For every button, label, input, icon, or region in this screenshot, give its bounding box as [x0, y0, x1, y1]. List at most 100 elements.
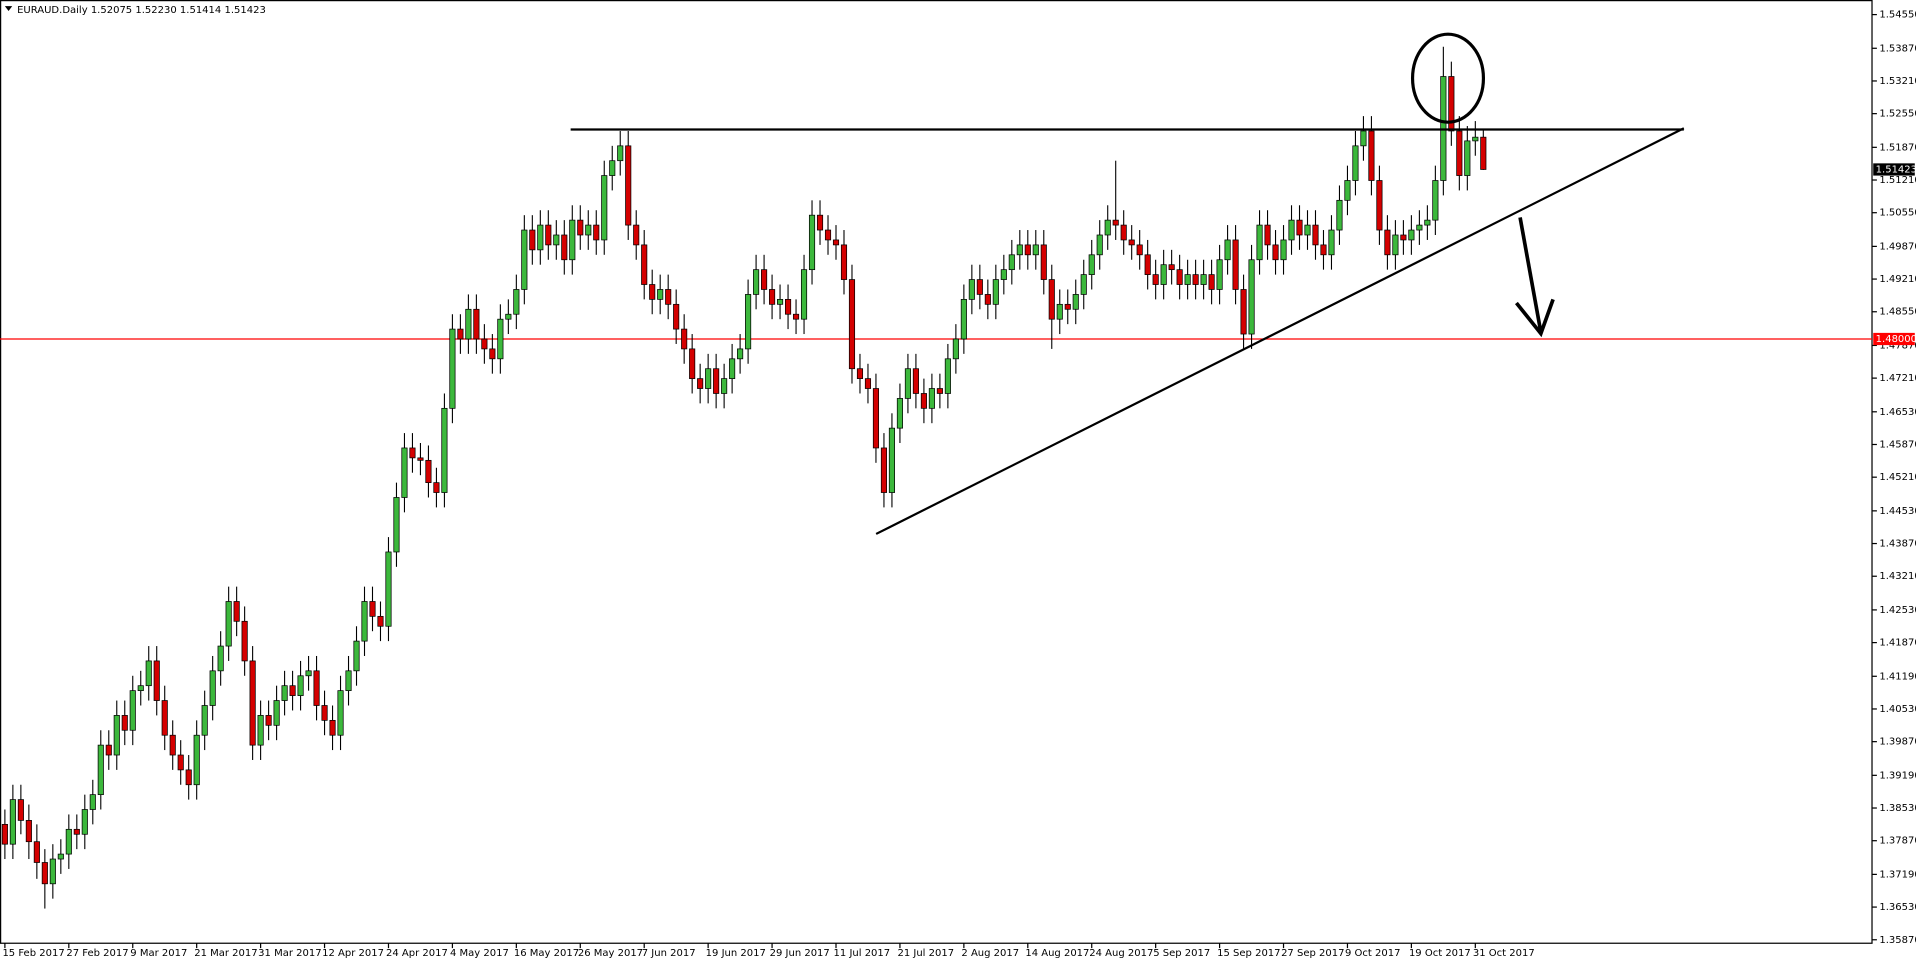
candle-body	[257, 715, 264, 746]
candle-body	[1272, 244, 1279, 261]
candle-body	[1376, 180, 1383, 231]
candle-body	[521, 229, 528, 290]
y-tick-label: 1.43210	[1879, 571, 1916, 582]
candle-body	[249, 660, 256, 746]
candle-body	[880, 447, 888, 493]
candle-body	[737, 348, 744, 360]
candle-body	[481, 338, 488, 350]
y-tick-label: 1.45210	[1879, 472, 1916, 483]
candle-body	[457, 328, 464, 340]
candle-body	[89, 794, 96, 810]
x-tick-label: 19 Oct 2017	[1409, 948, 1471, 959]
candle-body	[657, 289, 664, 300]
high-label: 1.52230	[135, 5, 176, 16]
x-tick-label: 21 Jul 2017	[897, 948, 954, 959]
x-tick-label: 31 Oct 2017	[1473, 948, 1535, 959]
candle-body	[1312, 224, 1319, 246]
candle-body	[473, 308, 480, 340]
candle-body	[896, 398, 903, 429]
y-tick-label: 1.53210	[1879, 76, 1916, 87]
candle-body	[305, 670, 312, 677]
y-tick-label: 1.38530	[1879, 803, 1916, 814]
candle-body	[689, 348, 696, 379]
candle-body	[569, 219, 576, 261]
candle-body	[1096, 234, 1103, 256]
y-tick-label: 1.49870	[1879, 241, 1916, 252]
candle-body	[1344, 180, 1351, 201]
candle-body	[1008, 254, 1015, 271]
candle-body	[65, 828, 72, 855]
x-tick-label: 31 Mar 2017	[258, 948, 321, 959]
x-tick-label: 19 Jun 2017	[706, 948, 766, 959]
candle-body	[1424, 219, 1431, 226]
candle-body	[489, 348, 496, 360]
candle-body	[1232, 239, 1239, 290]
trend-line	[875, 127, 1685, 535]
x-tick-label: 5 Sep 2017	[1153, 948, 1210, 959]
candle-body	[449, 328, 456, 409]
candle-body	[1448, 76, 1455, 132]
candle-body	[1416, 224, 1423, 231]
candle-body	[792, 313, 800, 320]
candles	[1, 46, 1487, 909]
candle-body	[553, 234, 560, 246]
candle-body	[129, 690, 136, 731]
candle-body	[241, 620, 248, 662]
candle-body	[1176, 269, 1183, 285]
x-tick-label: 27 Sep 2017	[1281, 948, 1344, 959]
x-tick-label: 26 May 2017	[578, 948, 643, 959]
candle-body	[960, 299, 967, 340]
candle-body	[1352, 145, 1359, 181]
candle-body	[665, 289, 672, 305]
candle-body	[1320, 244, 1327, 256]
candle-body	[57, 853, 64, 860]
y-tick-label: 1.47210	[1879, 373, 1916, 384]
x-tick-label: 27 Feb 2017	[66, 948, 128, 959]
candle-body	[641, 244, 648, 285]
candle-body	[721, 378, 728, 394]
candle-body	[1144, 254, 1151, 275]
candle-body	[353, 640, 360, 672]
candle-body	[145, 660, 152, 687]
y-tick-label: 1.45870	[1879, 439, 1916, 450]
candle-body	[329, 719, 336, 736]
candle-body	[1336, 199, 1343, 231]
candle-body	[25, 820, 32, 843]
candle-body	[113, 715, 120, 756]
candle-body	[81, 809, 88, 835]
candle-body	[561, 234, 568, 261]
candle-body	[681, 328, 688, 350]
candle-body	[1304, 224, 1311, 236]
candle-body	[1456, 130, 1463, 176]
candle-body	[1112, 219, 1119, 226]
candle-body	[649, 284, 656, 300]
candle-body	[888, 427, 895, 493]
plot-frame	[0, 0, 1873, 944]
candle-body	[289, 685, 296, 696]
candle-body	[761, 269, 768, 290]
candle-body	[137, 685, 144, 692]
candle-body	[633, 224, 640, 246]
x-tick-label: 9 Mar 2017	[130, 948, 187, 959]
candle-body	[1000, 269, 1007, 280]
candle-body	[225, 601, 232, 647]
candle-body	[1248, 259, 1255, 335]
candle-body	[1296, 219, 1303, 236]
y-tick-label: 1.51210	[1879, 175, 1916, 186]
candle-body	[968, 279, 975, 300]
x-tick-label: 2 Aug 2017	[961, 948, 1019, 959]
candle-body	[1464, 140, 1471, 176]
x-tick-label: 12 Apr 2017	[322, 948, 384, 959]
candle-body	[1256, 224, 1263, 261]
candle-body	[169, 734, 176, 756]
candle-body	[976, 279, 983, 295]
x-tick-label: 24 Apr 2017	[386, 948, 448, 959]
candle-body	[1168, 264, 1175, 271]
x-tick-label: 7 Jun 2017	[642, 948, 696, 959]
y-tick-label: 1.53870	[1879, 43, 1916, 54]
candle-body	[705, 368, 712, 389]
open-label: 1.52075	[91, 5, 132, 16]
candle-body	[97, 744, 104, 796]
